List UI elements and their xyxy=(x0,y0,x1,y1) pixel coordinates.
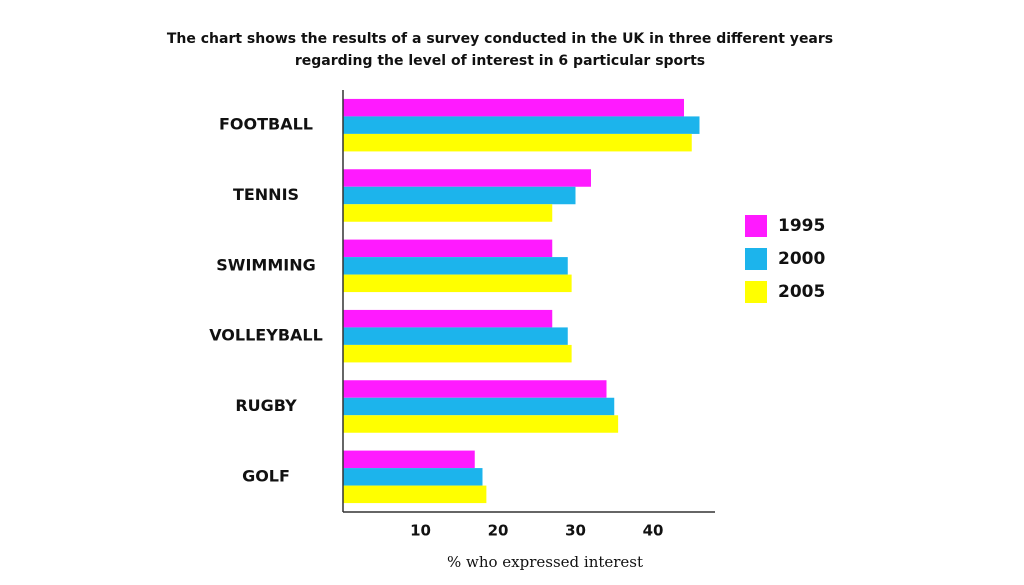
y-tick-label: TENNIS xyxy=(233,185,299,204)
legend-label: 1995 xyxy=(778,216,825,236)
y-tick-label: SWIMMING xyxy=(216,255,315,274)
bar xyxy=(343,327,568,345)
bar xyxy=(343,98,684,117)
bar xyxy=(343,380,607,398)
x-tick-label: 10 xyxy=(410,522,431,540)
bar xyxy=(343,415,619,433)
x-tick-label: 30 xyxy=(565,522,586,540)
chart-title: regarding the level of interest in 6 par… xyxy=(295,53,705,69)
bar xyxy=(343,397,615,416)
legend-swatch xyxy=(745,248,767,270)
bar xyxy=(343,204,553,222)
bar xyxy=(343,239,553,258)
y-tick-label: VOLLEYBALL xyxy=(209,326,323,345)
bar xyxy=(343,116,700,134)
legend-label: 2005 xyxy=(778,282,825,302)
y-tick-label: GOLF xyxy=(242,466,290,485)
bar xyxy=(343,485,487,504)
bar xyxy=(343,309,553,328)
x-tick-label: 40 xyxy=(643,522,664,540)
y-tick-label: FOOTBALL xyxy=(219,115,313,134)
bar xyxy=(343,450,475,469)
x-axis-label: % who expressed interest xyxy=(447,553,643,571)
bar xyxy=(343,344,572,363)
y-tick-label: RUGBY xyxy=(235,396,297,415)
legend-label: 2000 xyxy=(778,249,825,269)
bar xyxy=(343,186,576,205)
bar xyxy=(343,274,572,293)
bar xyxy=(343,133,692,152)
bar xyxy=(343,257,568,275)
bar xyxy=(343,169,591,187)
x-tick-label: 20 xyxy=(488,522,509,540)
legend-swatch xyxy=(745,281,767,303)
legend-swatch xyxy=(745,215,767,237)
bar xyxy=(343,468,483,486)
chart-title: The chart shows the results of a survey … xyxy=(167,31,833,47)
